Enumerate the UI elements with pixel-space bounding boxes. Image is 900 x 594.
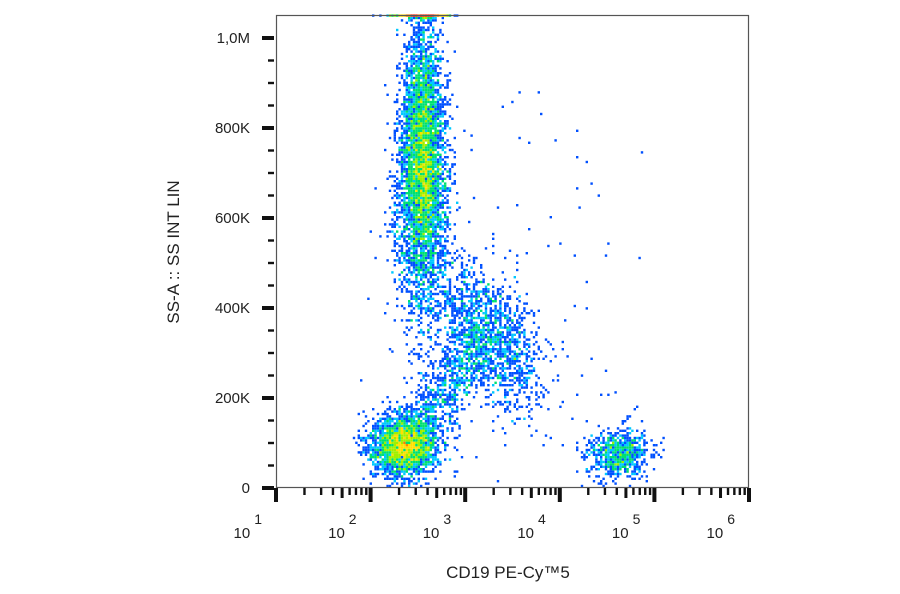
x-minor-tick [719, 488, 723, 498]
x-major-tick [463, 488, 468, 502]
x-minor-tick [743, 488, 746, 495]
x-minor-tick [543, 488, 547, 495]
y-major-tick [262, 126, 274, 130]
x-minor-tick [509, 488, 512, 495]
y-minor-tick [268, 59, 274, 62]
x-major-tick [652, 488, 657, 502]
x-axis-title: CD19 PE-Cy™5 [446, 563, 570, 582]
y-minor-tick [268, 419, 274, 422]
x-minor-tick [681, 488, 685, 495]
x-minor-tick [587, 488, 590, 495]
x-minor-tick [365, 488, 368, 495]
y-major-tick [262, 36, 274, 40]
x-minor-tick [710, 488, 713, 495]
x-minor-tick [648, 488, 652, 495]
x-minor-tick [435, 488, 439, 498]
x-minor-tick [549, 488, 552, 495]
x-minor-tick [733, 488, 736, 495]
x-minor-tick [303, 488, 306, 495]
y-tick-label: 800K [215, 120, 250, 137]
x-minor-tick [698, 488, 701, 495]
y-major-tick [262, 216, 274, 220]
data-points [352, 14, 665, 488]
x-major-tick [747, 488, 751, 502]
x-minor-tick [348, 488, 351, 495]
y-tick-label: 0 [242, 480, 250, 497]
x-minor-tick [449, 488, 452, 495]
y-minor-tick [268, 284, 274, 287]
y-minor-tick [268, 329, 274, 332]
x-tick-label: 101 [234, 511, 263, 542]
x-minor-tick [492, 488, 495, 495]
x-minor-tick [319, 488, 323, 495]
y-minor-tick [268, 464, 274, 467]
y-minor-tick [268, 81, 274, 85]
x-minor-tick [331, 488, 335, 495]
x-minor-tick [738, 488, 742, 495]
y-tick-label: 600K [215, 210, 250, 227]
y-minor-tick [268, 239, 274, 242]
y-minor-tick [268, 441, 274, 445]
x-tick-label: 102 [328, 511, 357, 542]
y-tick-label: 200K [215, 390, 250, 407]
x-minor-tick [397, 488, 401, 495]
y-minor-tick [268, 351, 274, 355]
x-minor-tick [554, 488, 557, 495]
y-major-tick [262, 306, 274, 310]
y-axis: 0 200K 400K 600K 800K 1,0M [215, 30, 274, 497]
y-tick-label: 1,0M [217, 30, 250, 47]
x-minor-tick [443, 488, 446, 495]
plot-frame [275, 14, 750, 489]
y-major-tick [262, 396, 274, 400]
x-minor-tick [426, 488, 429, 495]
y-minor-tick [268, 194, 274, 197]
y-tick-label: 400K [215, 300, 250, 317]
x-minor-tick [360, 488, 363, 495]
x-minor-tick [638, 488, 641, 495]
x-minor-tick [537, 488, 541, 495]
x-minor-tick [726, 488, 730, 495]
y-minor-tick [268, 374, 274, 377]
x-minor-tick [632, 488, 635, 495]
y-minor-tick [268, 171, 274, 175]
x-major-tick [368, 488, 373, 502]
x-minor-tick [603, 488, 607, 495]
x-minor-tick [354, 488, 358, 495]
y-major-tick [262, 486, 274, 490]
x-minor-tick [414, 488, 417, 495]
x-axis: 101 102 103 104 105 106 [234, 488, 751, 542]
x-major-tick [274, 488, 278, 502]
x-minor-tick [644, 488, 647, 495]
x-tick-label: 104 [517, 511, 546, 542]
y-minor-tick [268, 104, 274, 107]
x-minor-tick [624, 488, 628, 498]
x-tick-label: 105 [612, 511, 641, 542]
x-major-tick [557, 488, 562, 502]
x-minor-tick [529, 488, 533, 498]
x-minor-tick [454, 488, 458, 495]
y-minor-tick [268, 149, 274, 152]
x-minor-tick [520, 488, 524, 495]
x-tick-label: 103 [423, 511, 452, 542]
y-minor-tick [268, 261, 274, 265]
x-tick-label: 106 [707, 511, 736, 542]
x-minor-tick [340, 488, 344, 498]
x-minor-tick [615, 488, 618, 495]
y-axis-title: SS-A :: SS INT LIN [164, 180, 183, 323]
x-minor-tick [459, 488, 463, 495]
